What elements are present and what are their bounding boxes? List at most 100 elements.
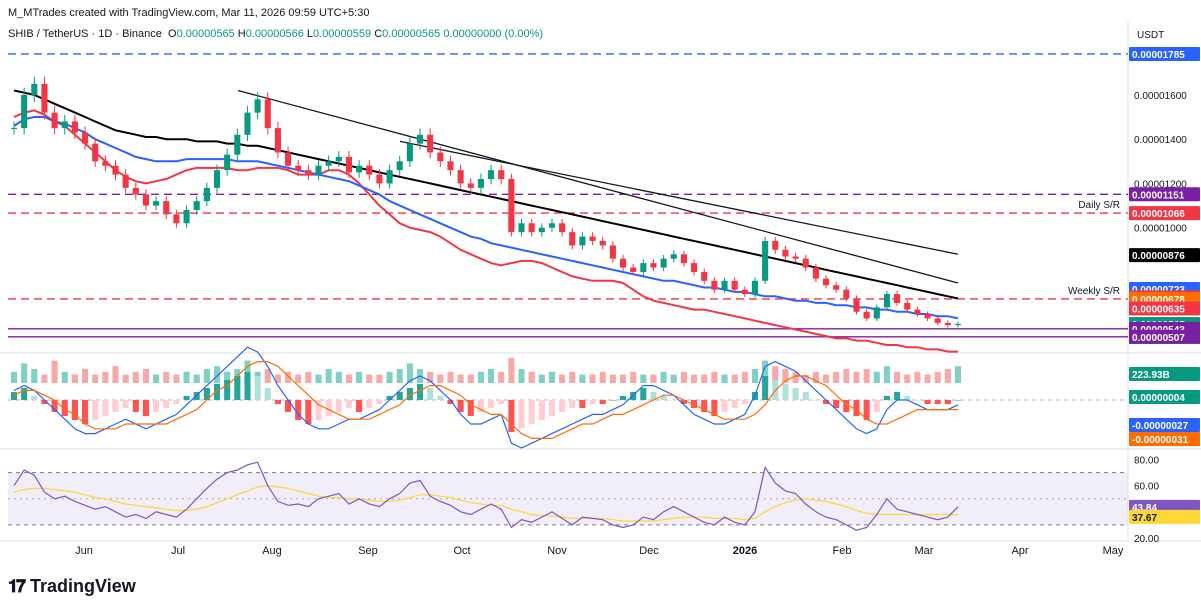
chart-header: M_MTrades created with TradingView.com, …	[8, 7, 370, 19]
volume-bar	[21, 363, 28, 383]
close-value: 0.00000565	[382, 28, 441, 40]
volume-bar	[640, 374, 647, 383]
time-tick-label: Mar	[915, 545, 934, 557]
price-tick-label: 0.00001200	[1134, 179, 1187, 190]
candle-body	[711, 280, 718, 290]
macd-histogram-bar	[244, 372, 251, 400]
macd-histogram-bar	[609, 400, 616, 401]
macd-histogram-bar	[498, 400, 505, 404]
volume-bar	[812, 371, 819, 383]
volume-bar	[376, 374, 383, 383]
candle-body	[914, 309, 921, 315]
candle-body	[467, 183, 474, 188]
volume-bar	[285, 371, 292, 383]
macd-histogram-bar	[589, 400, 596, 404]
time-tick-label: Jul	[171, 545, 185, 557]
candle-body	[142, 194, 150, 206]
candle-body	[193, 201, 200, 210]
candle-body	[691, 263, 698, 272]
rsi-tick-label: 20.00	[1134, 534, 1159, 545]
macd-histogram-bar	[792, 388, 799, 400]
macd-signal-label: -0.00000031	[1132, 435, 1189, 446]
volume-bar	[427, 371, 434, 383]
volume-bar	[721, 374, 728, 383]
macd-histogram-bar	[680, 400, 687, 404]
price-label-bg	[1129, 248, 1200, 263]
candle-body	[61, 121, 68, 129]
candle-body	[934, 318, 941, 323]
candle-body	[264, 99, 271, 129]
volume-bar	[589, 374, 596, 383]
volume-bar	[345, 374, 353, 383]
ema-line-ema200	[13, 89, 959, 300]
currency-label: USDT	[1137, 30, 1165, 41]
candle-body	[183, 209, 190, 224]
candle-body	[477, 179, 484, 188]
time-tick-label: May	[1103, 545, 1124, 557]
candle-body	[366, 165, 373, 175]
symbol-legend: SHIB / TetherUS · 1D · Binance O 0.000005…	[8, 28, 543, 40]
macd-histogram-bar	[731, 400, 738, 408]
candle-body	[782, 249, 789, 257]
macd-histogram-bar	[721, 400, 728, 412]
macd-histogram-bar	[548, 400, 556, 416]
time-tick-label: Oct	[453, 545, 470, 557]
candle-body	[670, 254, 677, 259]
ema-line-ema100	[13, 116, 959, 320]
macd-histogram-bar	[51, 400, 58, 412]
open-label: O	[168, 28, 177, 40]
candle-body	[122, 174, 129, 188]
change-value: 0.00000000 (0.00%)	[443, 28, 544, 40]
volume-bar	[356, 371, 363, 383]
symbol-title[interactable]: SHIB / TetherUS · 1D · Binance	[8, 28, 162, 40]
candle-body	[163, 201, 170, 215]
candle-body	[731, 280, 738, 290]
candle-body	[660, 258, 667, 268]
candle-body	[71, 121, 78, 133]
rsi-tick-label: 80.00	[1134, 456, 1159, 467]
candle-body	[376, 174, 383, 184]
macd-histogram-bar	[285, 400, 292, 412]
macd-histogram-bar	[579, 400, 586, 408]
macd-histogram-bar	[366, 400, 373, 408]
candle-body	[701, 271, 708, 281]
macd-line-label: -0.00000027	[1132, 421, 1189, 432]
volume-bar	[579, 374, 586, 383]
macd-histogram-bar	[224, 380, 231, 400]
volume-bar	[224, 371, 231, 383]
time-tick-label: Sep	[358, 545, 378, 557]
volume-bar	[153, 374, 160, 383]
price-label: 0.00000635	[1132, 304, 1185, 315]
candle-body	[894, 294, 901, 303]
candle-body	[102, 161, 109, 166]
macd-histogram-bar	[883, 396, 890, 400]
macd-histogram-bar	[396, 392, 403, 400]
macd-histogram-bar	[812, 400, 819, 401]
tradingview-logo[interactable]: 𝟏𝟕 TradingView	[8, 576, 136, 597]
volume-bar	[822, 374, 830, 383]
volume-bar	[518, 369, 525, 383]
time-tick-label: 2026	[733, 545, 757, 557]
macd-histogram-bar	[406, 388, 413, 400]
candle-body	[924, 314, 931, 319]
macd-signal-line	[13, 361, 958, 439]
volume-bar	[650, 374, 657, 383]
volume-bar	[488, 369, 495, 383]
volume-bar	[173, 374, 180, 383]
candle-body	[802, 258, 809, 268]
macd-histogram-label: 0.00000004	[1132, 393, 1185, 404]
volume-bar	[122, 374, 129, 383]
macd-histogram-bar	[822, 400, 830, 404]
candle-body	[528, 223, 535, 233]
volume-label-bg	[1129, 367, 1200, 381]
candle-body	[51, 112, 58, 129]
candle-body	[609, 245, 616, 259]
price-tick-label: 0.00001600	[1134, 91, 1187, 102]
candle-body	[792, 256, 799, 259]
macd-histogram-bar	[325, 400, 332, 416]
volume-bar	[213, 366, 221, 383]
macd-histogram-bar	[904, 396, 911, 400]
volume-bar	[599, 371, 606, 383]
candle-body	[21, 94, 28, 129]
